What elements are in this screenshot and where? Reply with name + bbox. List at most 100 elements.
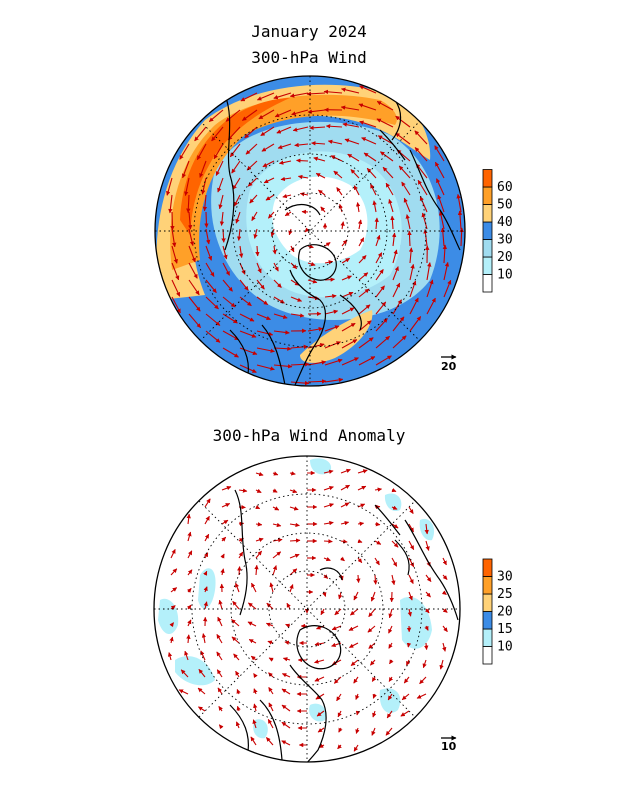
bottom-wind-arrow xyxy=(272,565,278,576)
top-wind-arrow xyxy=(374,217,379,230)
top-wind-arrow xyxy=(262,160,275,168)
bottom-wind-arrow xyxy=(355,727,360,734)
top-wind-arrow xyxy=(267,211,275,219)
top-colorbar-label: 20 xyxy=(497,250,513,265)
bottom-wind-arrow xyxy=(236,705,241,712)
top-wind-arrow xyxy=(222,347,239,358)
top-wind-arrow xyxy=(246,160,258,171)
bottom-wind-arrow xyxy=(250,655,257,661)
bottom-wind-arrow xyxy=(408,506,414,514)
top-wind-arrow xyxy=(253,228,258,239)
bottom-wind-arrow xyxy=(442,574,448,580)
bottom-wind-arrow xyxy=(424,625,429,631)
bottom-wind-arrow xyxy=(357,521,365,526)
bottom-wind-arrow xyxy=(357,485,367,491)
top-wind-arrow xyxy=(358,337,374,349)
top-wind-arrow xyxy=(290,296,303,302)
bottom-wind-arrow xyxy=(170,605,176,610)
top-wind-arrow xyxy=(233,194,241,207)
bottom-wind-arrow xyxy=(340,502,350,508)
bottom-wind-arrow xyxy=(221,502,231,508)
top-wind-arrow xyxy=(181,160,190,179)
top-wind-arrow xyxy=(255,245,260,257)
bottom-wind-arrow xyxy=(285,623,291,628)
top-wind-arrow xyxy=(199,160,207,178)
top-wind-arrow xyxy=(324,309,339,315)
top-wind-arrow xyxy=(437,194,445,213)
bottom-wind-arrow xyxy=(323,520,334,526)
top-wind-arrow xyxy=(247,177,258,187)
bottom-wind-arrow xyxy=(186,604,192,610)
top-colorbar-label: 60 xyxy=(497,180,513,195)
bottom-wind-arrow xyxy=(323,485,334,491)
top-wind-arrow xyxy=(392,282,401,298)
top-wind-arrow xyxy=(340,105,360,111)
top-wind-arrow xyxy=(256,92,275,101)
top-wind-arrow xyxy=(256,347,275,353)
top-wind-arrow xyxy=(324,277,335,282)
top-wind-arrow xyxy=(273,279,282,288)
bottom-wind-arrow xyxy=(442,608,448,613)
bottom-wind-arrow xyxy=(281,688,291,695)
bottom-wind-arrow xyxy=(372,693,377,699)
bottom-wind-arrow xyxy=(391,488,397,493)
bottom-wind-arrow xyxy=(248,602,257,610)
top-wind-arrow xyxy=(238,245,244,259)
top-wind-arrow xyxy=(385,182,394,196)
top-wind-arrow xyxy=(323,89,343,95)
bottom-wind-arrow xyxy=(232,600,240,610)
top-wind-arrow xyxy=(395,115,411,128)
top-wind-arrow xyxy=(278,160,292,165)
top-wind-arrow xyxy=(290,344,309,350)
top-wind-arrow xyxy=(392,316,405,332)
top-wind-arrow xyxy=(347,153,360,162)
bottom-wind-arrow xyxy=(338,591,343,600)
bottom-wind-arrow xyxy=(355,710,361,716)
top-wind-arrow xyxy=(227,126,241,141)
top-wind-arrow xyxy=(205,330,221,343)
bottom-wind-arrow xyxy=(442,642,447,652)
bottom-wind-arrow xyxy=(221,486,232,491)
top-wind-arrow xyxy=(256,330,274,337)
top-wind-arrow xyxy=(415,163,428,179)
bottom-wind-arrow xyxy=(348,625,359,631)
bottom-wind-arrow xyxy=(337,710,342,718)
top-wind-arrow xyxy=(170,211,175,231)
top-wind-arrow xyxy=(273,313,288,319)
top-wind-arrow xyxy=(358,320,372,332)
top-wind-arrow xyxy=(273,346,292,351)
bottom-wind-arrow xyxy=(391,540,399,548)
top-wind-arrow xyxy=(307,360,327,366)
bottom-wind-arrow xyxy=(416,693,427,699)
bottom-wind-arrow xyxy=(253,673,258,679)
top-wind-arrow xyxy=(258,109,275,120)
bottom-wind-arrow xyxy=(216,634,223,644)
top-wind-arrow xyxy=(284,211,292,217)
bottom-wind-arrow xyxy=(406,642,412,648)
top-wind-arrow xyxy=(272,245,277,255)
top-wind-arrow xyxy=(277,143,292,150)
bottom-wind-arrow xyxy=(350,608,359,616)
top-wind-arrow xyxy=(168,194,173,214)
bottom-wind-arrow xyxy=(186,513,191,525)
top-wind-arrow xyxy=(289,92,309,98)
top-wind-arrow xyxy=(324,260,334,265)
top-wind-arrow xyxy=(392,249,398,264)
top-coastlines xyxy=(224,94,461,386)
top-wind-arrow xyxy=(417,179,428,196)
bottom-map xyxy=(153,455,461,763)
bottom-wind-arrow xyxy=(408,591,413,601)
top-wind-arrow xyxy=(372,200,377,213)
top-colorbar-segment xyxy=(482,221,493,240)
top-colorbar-segment xyxy=(482,274,493,293)
top-wind-arrow xyxy=(187,211,193,230)
top-wind-arrow xyxy=(375,301,387,315)
bottom-wind-arrow xyxy=(272,471,279,476)
top-wind-arrow xyxy=(188,296,201,312)
bottom-wind-arrow xyxy=(353,591,359,601)
top-wind-arrow xyxy=(188,313,202,329)
bottom-wind-arrow xyxy=(374,521,381,527)
bottom-wind-arrow xyxy=(367,625,376,633)
bottom-wind-arrow xyxy=(255,522,263,527)
bottom-wind-arrow xyxy=(289,488,298,494)
